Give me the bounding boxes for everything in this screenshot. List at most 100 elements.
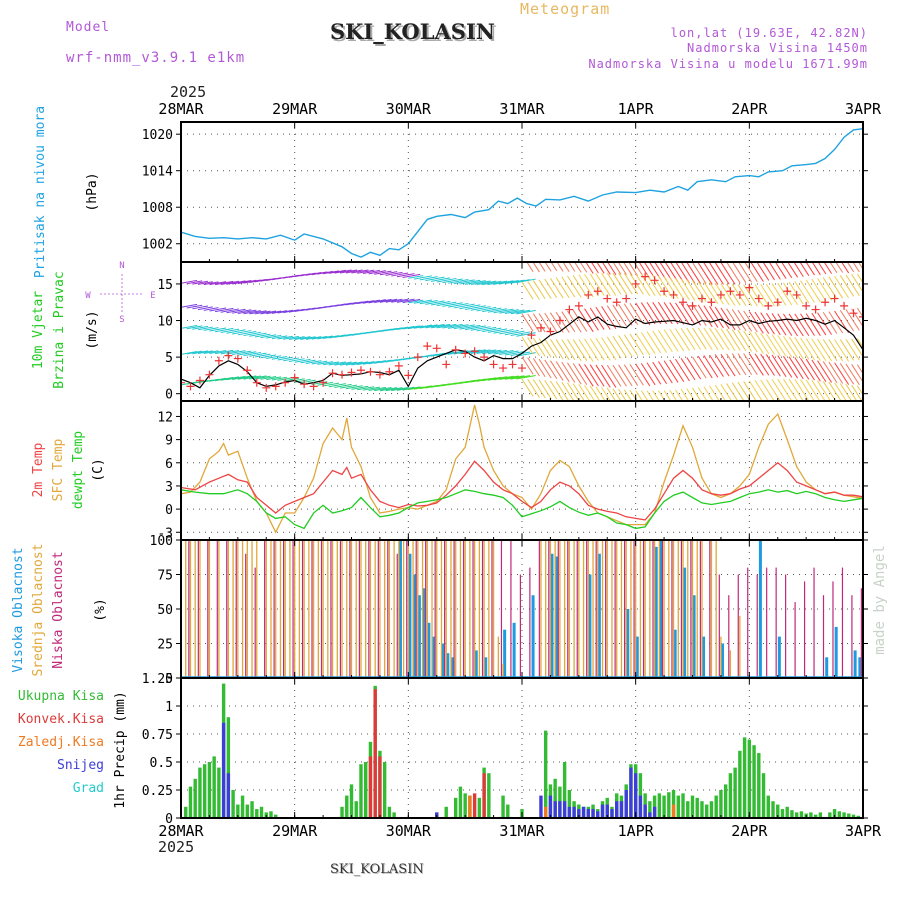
precip-bar-ukupna-kisa — [382, 762, 387, 818]
cloud-axis-high: Visoka Oblacnost — [11, 547, 26, 672]
wind-barb — [300, 359, 316, 364]
precip-bar-ukupna-kisa — [240, 795, 245, 818]
wind-barb — [846, 262, 855, 273]
wind-barb — [703, 281, 719, 305]
precip-bar-ukupna-kisa — [349, 784, 354, 818]
wind-barb — [589, 273, 605, 296]
wind-barb — [459, 324, 481, 330]
y-tick-label: 9 — [165, 434, 173, 449]
precip-bar-konvek-kisa — [472, 793, 477, 818]
wind-barb — [516, 278, 536, 284]
wind-barb — [817, 262, 827, 275]
wind-barb — [322, 270, 340, 275]
wind-barb — [312, 248, 328, 251]
wind-barb — [623, 364, 639, 386]
wind-barb — [726, 308, 741, 331]
wind-barb — [368, 299, 386, 304]
wind-barb — [271, 335, 288, 340]
precip-bar-snijeg — [539, 795, 543, 818]
wind-barb — [322, 335, 340, 339]
wind-barb — [606, 364, 622, 387]
wind-barb — [680, 328, 696, 351]
wind-barb — [442, 278, 463, 284]
precip-bar-snijeg — [633, 773, 638, 818]
wind-barb — [663, 329, 679, 352]
wind-barb — [640, 390, 649, 401]
wind-barb — [306, 248, 321, 251]
precip-bar-ukupna-kisa — [207, 762, 212, 818]
precip-bar-snijeg — [562, 801, 567, 818]
precip-bar-ukupna-kisa — [487, 773, 491, 818]
precip-bar-zaledj-kisa — [468, 795, 472, 818]
precip-bar-snijeg — [610, 809, 614, 818]
wind-barb — [731, 353, 747, 376]
wind-barb — [561, 381, 575, 401]
wind-gust-point — [499, 364, 508, 373]
wind-barb — [646, 362, 662, 385]
precip-bar-konvek-kisa — [378, 756, 382, 818]
wind-gust-point — [233, 354, 242, 363]
precip-bar-ukupna-kisa — [813, 814, 818, 818]
wind-barb — [232, 254, 251, 257]
wind-barb — [765, 333, 781, 356]
precip-bar-ukupna-kisa — [728, 773, 733, 818]
precip-bar-ukupna-kisa — [776, 804, 780, 818]
wind-gust-point — [603, 294, 612, 303]
wind-gust-point — [735, 290, 744, 299]
wind-barb — [493, 349, 514, 355]
wind-barb — [579, 262, 588, 273]
precip-bar-ukupna-kisa — [212, 756, 216, 818]
wind-gust-point — [413, 353, 422, 362]
y-tick-label: 15 — [157, 278, 173, 293]
y-tick-label: 3 — [165, 480, 173, 495]
wind-barb — [572, 383, 585, 401]
wind-gust-point — [669, 290, 678, 299]
precip-bar-ukupna-kisa — [255, 809, 259, 818]
wind-barb — [601, 272, 617, 296]
wind-barb — [482, 307, 502, 313]
wind-barb — [555, 339, 570, 361]
wind-gust-point — [811, 305, 820, 314]
precip-bar-ukupna-kisa — [217, 767, 221, 818]
wind-barb — [640, 363, 656, 386]
wind-barb — [606, 305, 622, 328]
wind-barb — [817, 380, 832, 401]
wind-barb — [413, 324, 433, 329]
wind-barb — [663, 390, 672, 401]
wind-barb — [788, 313, 804, 337]
wind-barb — [260, 354, 277, 359]
wind-barb — [532, 379, 546, 399]
wind-barb — [538, 379, 552, 400]
wind-barb — [703, 327, 719, 351]
wind-gust-point — [546, 327, 555, 336]
wind-barb — [771, 354, 787, 377]
wind-barb — [482, 327, 502, 333]
wind-barb — [482, 256, 501, 259]
wind-barb — [680, 302, 696, 326]
wind-barb — [709, 262, 724, 285]
wind-gust-point — [470, 347, 479, 356]
precip-bar-snijeg — [605, 804, 609, 818]
y-tick-label: 1 — [165, 700, 173, 715]
wind-barb — [754, 353, 770, 376]
wind-barb — [430, 323, 451, 329]
wind-barb — [811, 359, 827, 382]
2m-temp-line — [181, 460, 863, 521]
y-tick-label: 0 — [165, 672, 173, 687]
wind-barb — [692, 262, 707, 285]
wind-barb — [396, 386, 415, 391]
cloud-axis-unit: (%) — [93, 598, 108, 621]
y-tick-label: 0.25 — [142, 784, 173, 799]
x-tick-label-top: 30MAR — [386, 100, 432, 118]
y-tick-label: 1008 — [142, 201, 173, 216]
wind-barb — [232, 280, 252, 285]
wind-barb — [686, 357, 702, 380]
wind-barb — [425, 276, 445, 282]
wind-barb — [322, 382, 340, 387]
wind-barb — [794, 357, 810, 380]
wind-barb — [340, 269, 357, 274]
wind-barb — [209, 257, 226, 260]
wind-gust-point — [641, 272, 650, 281]
wind-gust-point — [707, 298, 716, 307]
wind-barb — [305, 360, 322, 364]
